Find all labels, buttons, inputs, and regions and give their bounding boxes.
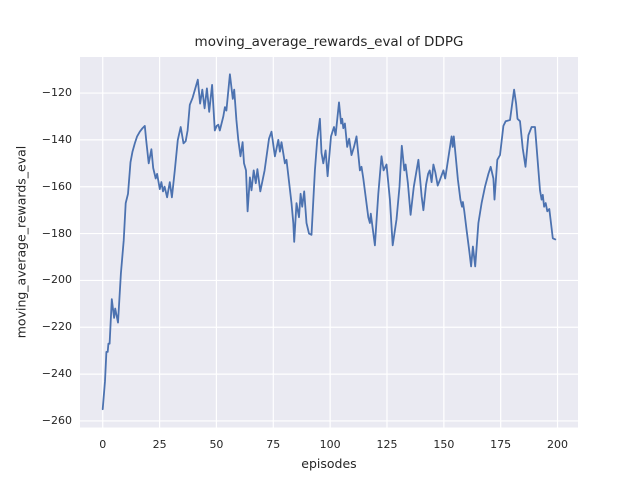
x-tick-label: 200 xyxy=(547,438,569,451)
y-tick-label: −160 xyxy=(41,179,72,193)
x-tick-label: 150 xyxy=(433,438,455,451)
plot-background xyxy=(80,57,578,428)
y-tick-label: −180 xyxy=(41,226,72,240)
x-axis-label: episodes xyxy=(301,456,357,471)
y-tick-label: −200 xyxy=(41,273,72,287)
y-tick-label: −120 xyxy=(41,86,72,100)
y-tick-label: −140 xyxy=(41,132,72,146)
x-tick-label: 125 xyxy=(376,438,398,451)
y-tick-label: −220 xyxy=(41,320,72,334)
y-tick-label: −240 xyxy=(41,367,72,381)
x-tick-label: 175 xyxy=(490,438,512,451)
x-tick-label: 100 xyxy=(319,438,341,451)
x-tick-label: 50 xyxy=(209,438,224,451)
chart-title: moving_average_rewards_eval of DDPG xyxy=(194,34,464,50)
x-tick-label: 25 xyxy=(152,438,167,451)
y-axis-label: moving_average_rewards_eval xyxy=(13,145,29,339)
data-line xyxy=(101,73,557,411)
x-tick-label: 75 xyxy=(266,438,281,451)
x-tick-label: 0 xyxy=(99,438,107,451)
y-tick-label: −260 xyxy=(41,413,72,427)
